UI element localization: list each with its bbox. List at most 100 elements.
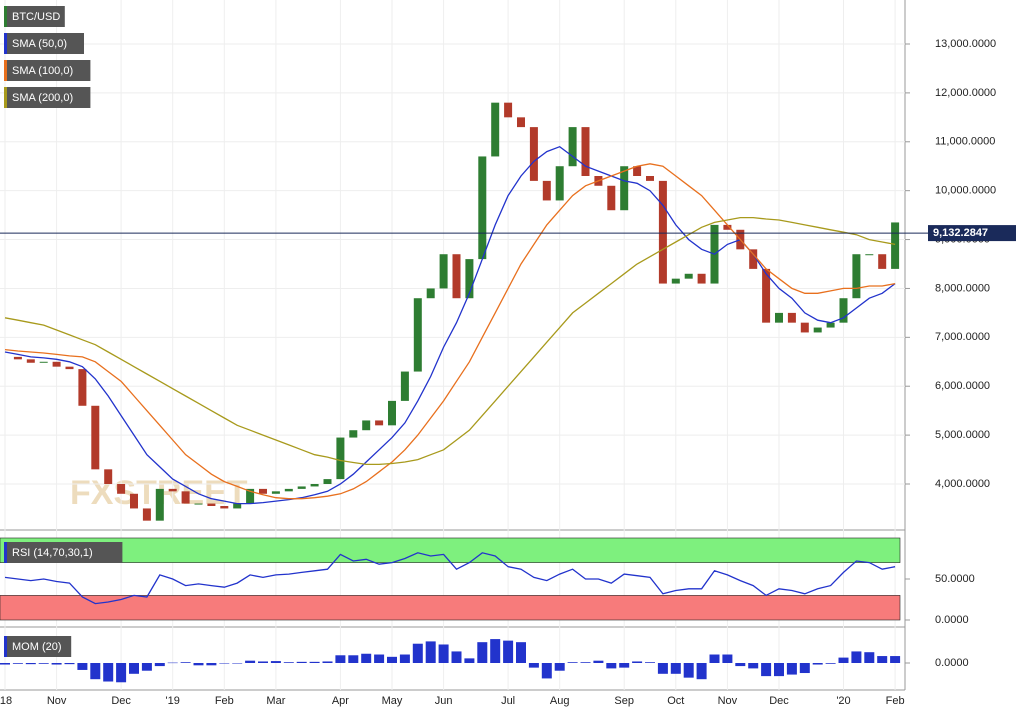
bar xyxy=(670,663,681,674)
bar xyxy=(632,661,643,663)
last-price-label: 9,132.2847 xyxy=(933,227,988,239)
candle xyxy=(517,117,525,128)
y-tick-label: 11,000.0000 xyxy=(935,136,995,148)
candle xyxy=(220,506,229,509)
bar xyxy=(206,663,217,666)
legend-box xyxy=(4,636,72,657)
legend-swatch xyxy=(4,87,7,108)
legend-swatch xyxy=(4,33,7,54)
candle xyxy=(607,185,616,211)
bar xyxy=(322,661,333,663)
candle xyxy=(26,359,35,363)
candle xyxy=(310,484,319,487)
candle xyxy=(323,479,332,484)
bar xyxy=(774,663,784,677)
candle xyxy=(620,166,629,211)
legend-label: RSI (14,70,30,1) xyxy=(12,547,93,559)
bar xyxy=(683,663,694,678)
bar xyxy=(12,663,23,664)
legend-box xyxy=(4,33,84,54)
candle xyxy=(542,180,551,201)
candle xyxy=(684,273,693,279)
y-tick-label: 10,000.0000 xyxy=(935,185,996,197)
bar xyxy=(864,652,875,663)
bar xyxy=(619,663,630,668)
x-tick-label: Jul xyxy=(501,695,515,707)
candle xyxy=(362,420,371,431)
candle xyxy=(65,366,74,370)
candle xyxy=(813,327,822,333)
candle xyxy=(826,322,835,328)
bar xyxy=(541,663,552,679)
candle xyxy=(852,254,861,299)
bar xyxy=(825,663,836,664)
legend-box xyxy=(4,542,123,563)
bar xyxy=(141,663,152,671)
bar xyxy=(606,663,617,669)
bar xyxy=(412,643,423,663)
x-tick-label: Apr xyxy=(332,695,349,707)
candle xyxy=(349,430,358,438)
x-tick-label: Feb xyxy=(886,695,905,707)
candle xyxy=(568,127,577,167)
series-line xyxy=(4,163,896,500)
candle xyxy=(91,405,100,470)
y-tick-label: 8,000.0000 xyxy=(935,282,990,294)
candle xyxy=(207,503,216,506)
candle xyxy=(749,249,758,269)
candle xyxy=(130,493,138,509)
legend-swatch xyxy=(4,6,7,27)
y-tick-label: 13,000.0000 xyxy=(935,38,996,50)
candle xyxy=(697,273,706,284)
bar xyxy=(516,642,526,663)
candle xyxy=(504,102,513,118)
candle xyxy=(426,288,435,299)
bar xyxy=(348,655,359,663)
bar xyxy=(593,660,604,663)
bar xyxy=(193,663,204,666)
x-tick-label: Aug xyxy=(550,695,570,707)
bar xyxy=(722,654,733,663)
bar xyxy=(451,651,462,663)
y-tick-label: 6,000.0000 xyxy=(935,380,990,392)
candle xyxy=(478,156,487,260)
legend-label: SMA (100,0) xyxy=(12,65,73,77)
x-tick-label: Mar xyxy=(266,695,285,707)
bar xyxy=(645,662,655,663)
candle xyxy=(529,127,538,181)
bar xyxy=(25,663,36,665)
bar xyxy=(38,663,49,664)
legend-box xyxy=(4,87,91,108)
x-tick-label: Nov xyxy=(47,695,67,707)
candle xyxy=(259,488,267,494)
bar xyxy=(812,663,823,665)
candle xyxy=(400,371,409,401)
candle xyxy=(104,469,113,484)
bar xyxy=(154,663,165,667)
candle xyxy=(891,222,900,269)
bar xyxy=(232,663,243,664)
bar xyxy=(64,663,75,665)
bar xyxy=(696,663,707,680)
candle xyxy=(39,361,48,363)
y-tick-label: 4,000.0000 xyxy=(935,478,990,490)
bar xyxy=(799,663,810,674)
legend-label: BTC/USD xyxy=(12,11,60,23)
bar xyxy=(245,660,256,663)
bar xyxy=(219,663,230,664)
y-tick-label: 7,000.0000 xyxy=(935,331,990,343)
bar xyxy=(503,640,514,663)
candle xyxy=(839,298,848,323)
bar xyxy=(0,663,10,665)
bar xyxy=(709,654,720,663)
candle xyxy=(865,254,874,256)
candle xyxy=(52,361,61,367)
candle xyxy=(555,166,564,201)
x-tick-label: Nov xyxy=(718,695,738,707)
legend-box xyxy=(4,6,65,27)
y-tick-label: 0.0000 xyxy=(935,657,969,669)
candle xyxy=(233,503,242,509)
candle xyxy=(155,488,164,521)
candle xyxy=(452,254,461,299)
